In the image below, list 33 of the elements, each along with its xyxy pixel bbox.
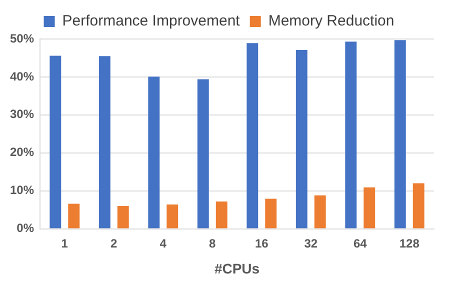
bar bbox=[166, 204, 178, 228]
bar bbox=[314, 195, 326, 228]
bar bbox=[296, 50, 308, 228]
legend-label: Performance Improvement bbox=[62, 12, 241, 30]
bar bbox=[364, 187, 376, 228]
y-tick-label: 20% bbox=[10, 145, 34, 160]
bar bbox=[246, 43, 258, 228]
bar bbox=[50, 56, 62, 228]
x-tick-label: 128 bbox=[399, 236, 420, 250]
bar bbox=[412, 183, 424, 228]
x-axis-title: #CPUs bbox=[214, 260, 260, 276]
bar bbox=[98, 56, 110, 228]
y-tick-label: 10% bbox=[10, 183, 34, 198]
x-tick-label: 64 bbox=[353, 236, 368, 250]
y-tick-label: 30% bbox=[10, 107, 34, 122]
x-tick-label: 8 bbox=[209, 236, 216, 250]
x-tick-label: 16 bbox=[254, 236, 269, 250]
x-tick-label: 1 bbox=[61, 236, 68, 250]
y-tick-label: 50% bbox=[10, 31, 34, 46]
x-tick-label: 32 bbox=[304, 236, 318, 250]
x-tick-label: 2 bbox=[110, 236, 118, 250]
bar bbox=[197, 79, 209, 228]
y-tick-label: 0% bbox=[16, 221, 34, 236]
bar bbox=[68, 204, 80, 228]
legend-label: Memory Reduction bbox=[268, 12, 394, 30]
bar bbox=[265, 198, 277, 228]
bar bbox=[394, 40, 406, 228]
bar bbox=[148, 76, 160, 228]
bar bbox=[117, 206, 129, 228]
x-tick-label: 4 bbox=[160, 236, 167, 250]
y-tick-label: 40% bbox=[10, 69, 34, 84]
bar bbox=[216, 201, 228, 228]
bar bbox=[345, 42, 357, 228]
